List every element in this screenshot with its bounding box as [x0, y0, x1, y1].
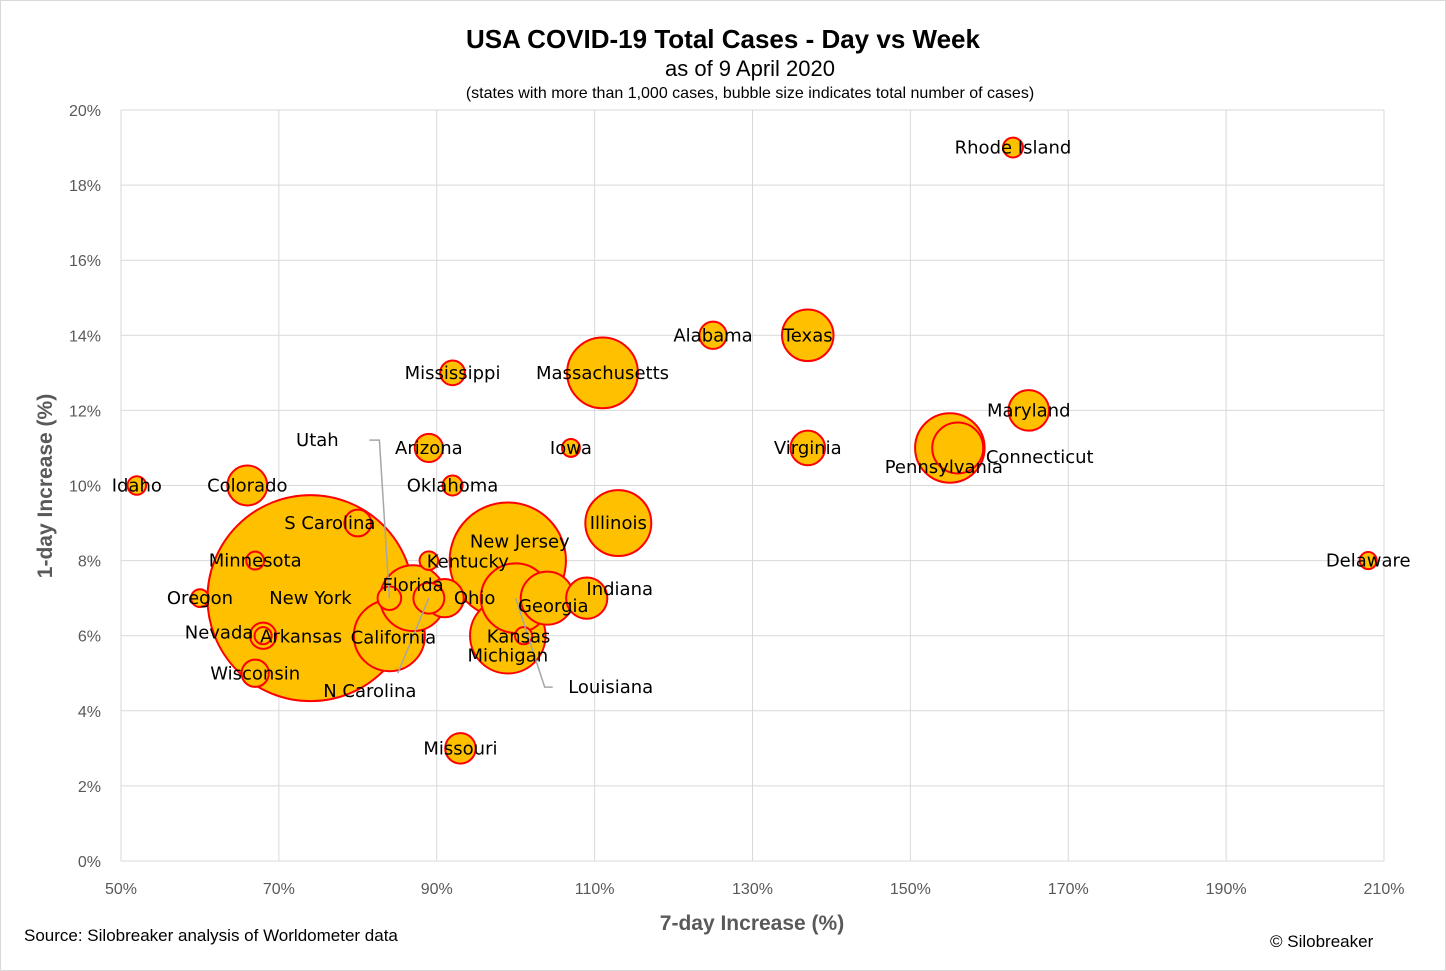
chart-title: USA COVID-19 Total Cases - Day vs Week: [466, 24, 980, 54]
x-axis-ticks: 50% 70% 90% 110% 130% 150% 170% 190% 210%: [105, 881, 1404, 898]
bubble-delaware: [1358, 551, 1378, 571]
bubble-label: Massachusetts: [536, 363, 669, 384]
leader-line: [514, 597, 553, 688]
bubble-label: Colorado: [207, 476, 287, 497]
bubble-labels: New York New Jersey Michigan California Mass…: [112, 138, 1411, 760]
bubble-wisconsin: [240, 658, 270, 688]
bubble-maryland: [1007, 389, 1051, 432]
y-axis-ticks: 0% 2% 4% 6% 8% 10% 12% 14% 16% 18% 20%: [69, 103, 101, 871]
bubble-illinois: [584, 489, 653, 558]
x-tick-label: 150%: [890, 881, 931, 898]
bubble-label: Missouri: [423, 738, 497, 759]
bubble-idaho: [126, 475, 148, 496]
bubble-label: Delaware: [1326, 551, 1411, 572]
bubble-label: Nevada: [185, 623, 254, 644]
bubble-missouri: [444, 732, 477, 765]
bubble-label: Iowa: [550, 438, 592, 459]
bubble-oklahoma: [441, 474, 464, 497]
bubble-rhode-island: [1002, 136, 1024, 159]
y-tick-label: 6%: [78, 629, 101, 646]
leader-lines: [369, 439, 553, 688]
x-axis-title: 7-day Increase (%): [660, 912, 844, 935]
bubble-connecticut: [931, 421, 985, 475]
bubble-label: Alabama: [673, 325, 752, 346]
leader-line: [369, 439, 391, 599]
y-tick-label: 14%: [69, 328, 101, 345]
x-tick-label: 130%: [732, 881, 773, 898]
bubble-label: Texas: [782, 325, 833, 346]
x-tick-label: 190%: [1206, 881, 1247, 898]
y-axis-title: 1-day Increase (%): [34, 394, 57, 578]
bubble-label: Oregon: [167, 588, 233, 609]
bubble-label: Ohio: [454, 588, 496, 609]
bubble-oregon: [190, 588, 210, 609]
y-tick-label: 16%: [69, 253, 101, 270]
bubble-minnesota: [245, 550, 266, 571]
chart-subtitle: as of 9 April 2020: [664, 56, 835, 81]
bubble-label: Mississippi: [405, 363, 501, 384]
bubble-arkansas: [253, 626, 273, 646]
bubble-label: New York: [269, 588, 352, 609]
x-tick-label: 50%: [105, 881, 137, 898]
bubble-label: Pennsylvania: [885, 457, 1003, 478]
x-tick-label: 210%: [1364, 881, 1405, 898]
bubble-label: Rhode Island: [955, 138, 1072, 159]
bubble-virginia: [789, 429, 827, 467]
y-tick-label: 0%: [78, 854, 101, 871]
bubble-indiana: [565, 576, 609, 620]
bubble-label: Virginia: [774, 438, 842, 459]
bubble-label: Wisconsin: [210, 663, 300, 684]
bubble-arizona: [413, 432, 444, 464]
bubble-iowa: [561, 438, 581, 458]
copyright-note: © Silobreaker: [1270, 932, 1374, 951]
bubble-label: Michigan: [467, 646, 548, 667]
bubble-label: Florida: [382, 575, 443, 596]
bubble-label: Utah: [296, 430, 339, 451]
bubble-label: S Carolina: [284, 513, 375, 534]
grid-lines: [120, 109, 1385, 862]
source-note: Source: Silobreaker analysis of Worldome…: [24, 926, 398, 945]
bubble-texas: [781, 308, 835, 363]
bubble-label: Arkansas: [260, 627, 342, 648]
bubble-s-carolina: [343, 508, 373, 538]
bubble-label: Connecticut: [986, 447, 1094, 468]
bubble-label: Oklahoma: [407, 476, 499, 497]
bubble-label: Idaho: [112, 476, 162, 497]
bubble-label: California: [351, 628, 436, 649]
bubble-label: N Carolina: [323, 681, 416, 702]
bubble-kentucky: [418, 550, 440, 571]
leader-line: [397, 597, 430, 674]
bubble-massachusetts: [566, 336, 639, 410]
bubble-label: New Jersey: [470, 532, 570, 553]
y-tick-label: 10%: [69, 479, 101, 496]
bubble-label: Indiana: [586, 579, 653, 600]
chart-note: (states with more than 1,000 cases, bubb…: [465, 85, 1035, 102]
bubble-label: Maryland: [987, 400, 1070, 421]
bubble-label: Arizona: [395, 438, 463, 459]
y-tick-label: 2%: [78, 779, 101, 796]
bubble-label: Louisiana: [568, 677, 653, 698]
bubble-mississippi: [439, 359, 466, 387]
x-tick-label: 90%: [421, 881, 453, 898]
bubble-alabama: [698, 320, 728, 350]
y-tick-label: 20%: [69, 103, 101, 120]
bubble-kansas: [514, 626, 534, 646]
x-tick-label: 110%: [575, 881, 615, 898]
x-tick-label: 70%: [263, 881, 295, 898]
y-tick-label: 8%: [78, 554, 101, 571]
y-tick-label: 18%: [69, 178, 101, 195]
bubble-label: Georgia: [518, 596, 589, 617]
bubble-label: Kentucky: [427, 552, 510, 573]
bubbles: [126, 136, 1378, 765]
bubble-colorado: [226, 464, 269, 507]
bubble-label: Minnesota: [209, 551, 302, 572]
x-tick-label: 170%: [1048, 881, 1089, 898]
bubble-label: Illinois: [590, 513, 647, 534]
y-tick-label: 12%: [69, 403, 101, 420]
bubble-label: Kansas: [487, 627, 551, 648]
y-tick-label: 4%: [78, 704, 101, 721]
